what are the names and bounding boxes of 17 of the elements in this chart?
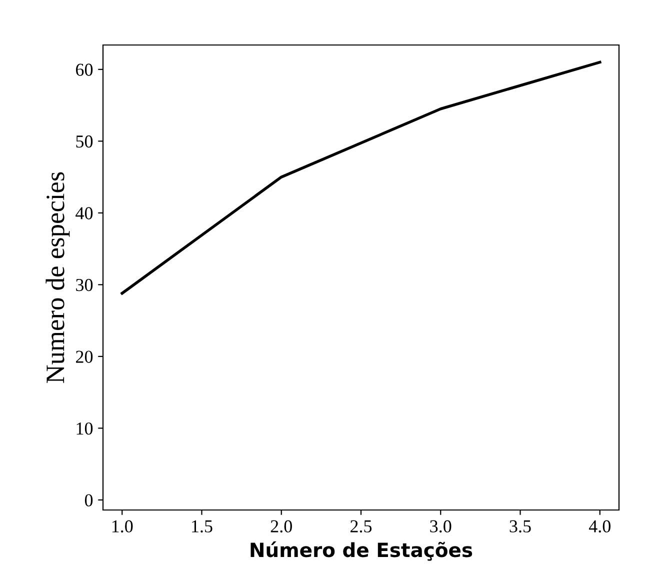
y-tick-label: 10 (76, 422, 93, 435)
y-tick-label: 30 (76, 278, 93, 292)
y-tick-label: 50 (76, 135, 93, 148)
x-tick-label: 1.0 (112, 520, 133, 533)
line-series (120, 60, 602, 295)
x-tick-label: 3.0 (430, 520, 452, 533)
y-axis-title: Numero de especies (46, 172, 70, 383)
y-tick-label: 20 (76, 350, 93, 363)
x-tick-label: 2.0 (270, 520, 292, 533)
y-tick-label: 60 (76, 64, 93, 76)
x-tick-label: 3.5 (510, 520, 531, 533)
x-tick-label: 1.5 (192, 520, 212, 533)
y-tick-label: 0 (84, 494, 93, 506)
x-tick-label: 4.0 (588, 520, 610, 533)
x-tick-label: 2.5 (350, 520, 372, 533)
y-tick-label: 40 (76, 207, 93, 220)
x-axis-title: Número de Estações (250, 541, 472, 561)
